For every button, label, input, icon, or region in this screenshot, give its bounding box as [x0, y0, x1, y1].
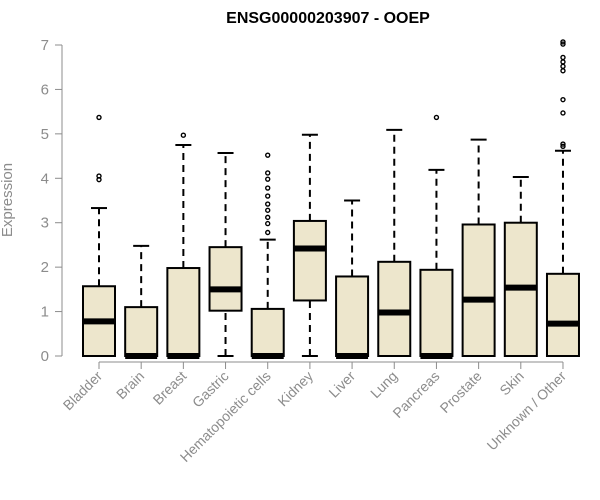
outlier-point: [433, 114, 440, 121]
outlier-point: [265, 170, 271, 176]
y-tick-label: 0: [41, 348, 49, 365]
x-tick-label: Prostate: [437, 368, 485, 416]
x-tick-label: Breast: [150, 368, 190, 408]
outlier-point: [560, 68, 566, 74]
box-prostate: [461, 138, 496, 357]
outlier-point: [560, 96, 566, 103]
outlier-point: [265, 176, 271, 182]
box-kidney: [292, 133, 327, 357]
outlier-point: [560, 110, 566, 116]
outlier-point: [560, 39, 566, 45]
box-body: [419, 268, 454, 357]
y-axis-label: Expression: [0, 163, 16, 237]
x-tick-label: Bladder: [60, 368, 106, 414]
x-tick-label: Liver: [325, 368, 358, 401]
y-axis: 0 1 2 3 4 5 6 7: [41, 37, 63, 365]
outlier-point: [560, 63, 566, 70]
box-breast: [166, 132, 201, 359]
box-bladder: [82, 114, 116, 357]
outlier-point: [265, 201, 271, 207]
outlier-point: [265, 185, 271, 191]
box-body: [545, 272, 580, 357]
box-hematopoietic-cells: [250, 152, 285, 359]
box-unknown-other: [545, 39, 580, 357]
y-tick-label: 7: [41, 37, 49, 54]
outlier-point: [560, 59, 566, 65]
outlier-point: [265, 220, 271, 227]
outlier-point: [560, 143, 566, 149]
outlier-point: [180, 132, 187, 138]
box-body: [335, 275, 370, 358]
box-body: [166, 267, 201, 358]
box-liver: [335, 199, 370, 359]
box-lung: [377, 128, 412, 357]
box-pancreas: [419, 114, 454, 359]
box-body: [461, 223, 496, 357]
outlier-point: [265, 214, 271, 221]
x-tick-label: Lung: [367, 368, 400, 401]
box-body: [377, 260, 412, 357]
outlier-point: [560, 141, 566, 147]
box-body: [292, 219, 327, 302]
x-tick-label: Unknown / Other: [483, 368, 569, 454]
outlier-point: [96, 173, 102, 179]
outlier-point: [560, 54, 566, 61]
y-tick-label: 5: [41, 126, 49, 143]
y-tick-label: 2: [41, 259, 49, 276]
y-tick-label: 4: [41, 170, 49, 187]
box-group: [82, 39, 580, 359]
x-tick-label: Brain: [113, 368, 147, 402]
outlier-point: [96, 114, 102, 121]
y-tick-label: 3: [41, 215, 49, 232]
box-body: [124, 306, 159, 357]
y-tick-label: 6: [41, 81, 49, 98]
box-brain: [124, 244, 159, 359]
box-body: [208, 246, 243, 312]
chart-title: ENSG00000203907 - OOEP: [226, 10, 430, 27]
box-skin: [503, 175, 538, 357]
y-tick-label: 1: [41, 304, 49, 321]
x-tick-label: Kidney: [274, 368, 316, 410]
outlier-point: [265, 152, 271, 158]
outlier-point: [265, 207, 271, 213]
x-tick-label: Skin: [496, 368, 527, 399]
outlier-point: [560, 41, 566, 47]
x-tick-label: Pancreas: [389, 368, 442, 421]
box-body: [250, 307, 285, 357]
box-gastric: [208, 151, 243, 357]
outlier-point: [265, 229, 271, 236]
outlier-point: [265, 193, 271, 199]
